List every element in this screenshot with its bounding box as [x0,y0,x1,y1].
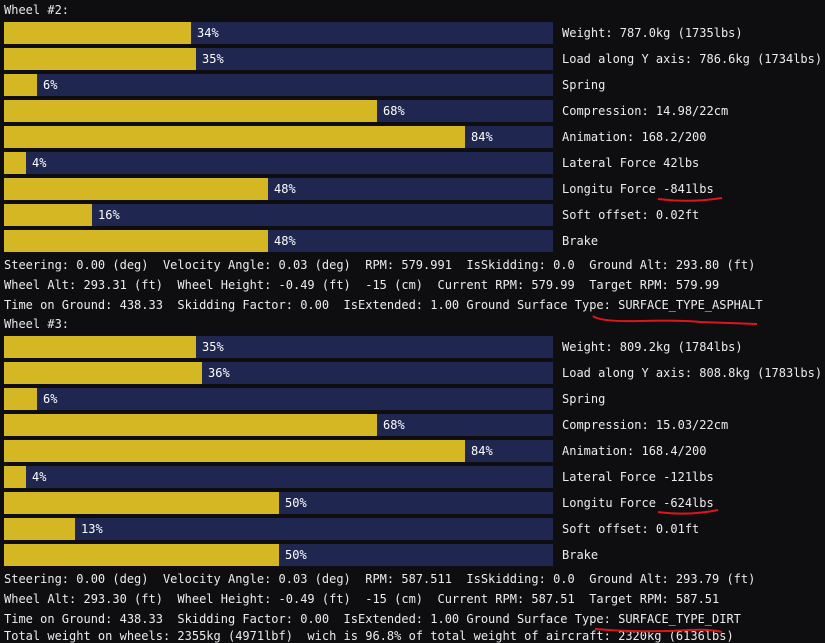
bar-label: Compression: 15.03/22cm [562,418,729,432]
bar-percent: 68% [383,418,405,432]
bar-fill [4,518,75,540]
bar-track [4,362,553,384]
bar-label: Spring [562,78,606,92]
bar-track [4,22,553,44]
bar-fill [4,414,377,436]
total-weight-footer: Total weight on wheels: 2355kg (4971lbf)… [4,629,734,643]
bar-percent: 50% [285,496,307,510]
wheel-info-line: Wheel Alt: 293.30 (ft) Wheel Height: -0.… [4,592,720,606]
bar-label: Soft offset: 0.01ft [562,522,700,536]
wheel-info-line: Time on Ground: 438.33 Skidding Factor: … [4,298,763,312]
bar-track [4,518,553,540]
bar-track [4,100,553,122]
bar-fill [4,336,196,358]
bar-track [4,230,553,252]
bar-fill [4,544,279,566]
bar-track [4,336,553,358]
bar-track [4,178,553,200]
underline-longitu-force-wheel3 [657,509,719,515]
bar-label: Longitu Force -624lbs [562,496,714,510]
underline-longitu-force-wheel2 [657,197,723,202]
bar-label: Longitu Force -841lbs [562,182,714,196]
bar-track [4,152,553,174]
bar-fill [4,152,26,174]
bar-track [4,414,553,436]
bar-label: Weight: 809.2kg (1784lbs) [562,340,743,354]
bar-percent: 4% [32,470,47,484]
bar-track [4,48,553,70]
wheel-info-line: Steering: 0.00 (deg) Velocity Angle: 0.0… [4,572,756,586]
bar-fill [4,388,37,410]
bar-label: Soft offset: 0.02ft [562,208,700,222]
bar-label: Spring [562,392,606,406]
bar-track [4,388,553,410]
bar-fill [4,22,191,44]
bar-fill [4,230,268,252]
bar-percent: 13% [81,522,103,536]
bar-percent: 34% [197,26,219,40]
wheel-info-line: Time on Ground: 438.33 Skidding Factor: … [4,612,741,626]
bar-label: Animation: 168.2/200 [562,130,707,144]
bar-percent: 35% [202,340,224,354]
bar-label: Load along Y axis: 786.6kg (1734lbs) [562,52,823,66]
bar-fill [4,204,92,226]
bar-label: Compression: 14.98/22cm [562,104,729,118]
wheel-info-line: Steering: 0.00 (deg) Velocity Angle: 0.0… [4,258,756,272]
bar-track [4,544,553,566]
bar-percent: 6% [43,392,58,406]
bar-track [4,466,553,488]
bar-label: Lateral Force -121lbs [562,470,714,484]
bar-percent: 6% [43,78,58,92]
bar-percent: 48% [274,182,296,196]
bar-fill [4,48,196,70]
bar-fill [4,74,37,96]
underline-surface-type-asphalt [592,315,758,325]
bar-percent: 16% [98,208,120,222]
bar-track [4,74,553,96]
bar-track [4,126,553,148]
wheel-header: Wheel #2: [4,3,70,17]
bar-label: Brake [562,234,599,248]
bar-track [4,492,553,514]
bar-percent: 48% [274,234,296,248]
bar-fill [4,100,377,122]
bar-percent: 35% [202,52,224,66]
bar-fill [4,466,26,488]
bar-fill [4,440,465,462]
bar-fill [4,362,202,384]
bar-label: Brake [562,548,599,562]
bar-percent: 84% [471,444,493,458]
bar-label: Animation: 168.4/200 [562,444,707,458]
bar-track [4,440,553,462]
bar-percent: 36% [208,366,230,380]
bar-label: Lateral Force 42lbs [562,156,700,170]
wheel-header: Wheel #3: [4,317,70,331]
bar-percent: 4% [32,156,47,170]
bar-fill [4,178,268,200]
bar-label: Weight: 787.0kg (1735lbs) [562,26,743,40]
bar-percent: 68% [383,104,405,118]
bar-track [4,204,553,226]
bar-label: Load along Y axis: 808.8kg (1783lbs) [562,366,823,380]
bar-fill [4,492,279,514]
bar-percent: 50% [285,548,307,562]
bar-percent: 84% [471,130,493,144]
bar-fill [4,126,465,148]
wheel-info-line: Wheel Alt: 293.31 (ft) Wheel Height: -0.… [4,278,720,292]
